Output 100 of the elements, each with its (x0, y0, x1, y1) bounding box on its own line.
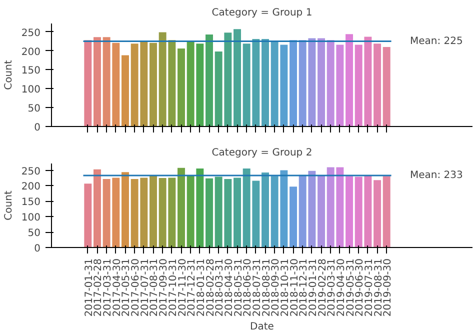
y-tick-label: 200 (21, 46, 41, 58)
bar (290, 186, 298, 248)
x-tick-label: 2017-11-30 (177, 258, 188, 317)
x-tick-label: 2019-07-31 (364, 258, 375, 317)
y-tick-label: 200 (21, 182, 41, 193)
ref-line-label: Mean: 225 (410, 36, 463, 47)
ref-line-label: Mean: 233 (410, 170, 463, 182)
y-tick-label: 150 (21, 197, 41, 208)
bar (354, 44, 362, 126)
bar (354, 176, 362, 248)
x-tick-label: 2018-09-30 (270, 258, 282, 317)
x-tick-label: 2018-12-31 (298, 258, 310, 317)
bar (168, 40, 176, 126)
y-tick-label: 100 (21, 212, 41, 224)
y-tick-label: 100 (21, 84, 41, 96)
bar (206, 34, 213, 126)
x-tick-label: 2017-03-31 (102, 258, 114, 317)
x-tick-label: 2017-10-31 (168, 258, 179, 317)
y-tick-label: 50 (28, 228, 41, 240)
bar (186, 40, 194, 126)
x-tick-label: 2018-03-31 (214, 258, 226, 317)
bar (326, 167, 334, 248)
y-axis-title: Count (3, 60, 14, 90)
bar (308, 170, 316, 248)
bar (140, 178, 148, 248)
x-tick-label: 2018-07-31 (252, 258, 263, 317)
bar (150, 175, 157, 248)
x-tick-label: 2017-04-30 (112, 258, 123, 317)
bar (382, 46, 390, 126)
x-tick-label: 2018-01-31 (196, 258, 207, 317)
x-tick-label: 2018-08-31 (261, 258, 272, 317)
x-tick-label: 2017-08-31 (149, 258, 160, 317)
y-tick-label: 150 (21, 66, 41, 77)
bar (382, 176, 390, 248)
bar (318, 38, 326, 126)
bar (158, 178, 166, 248)
bar (336, 167, 344, 248)
bar (214, 52, 222, 126)
bar (298, 40, 306, 126)
bar (346, 176, 354, 248)
bar (94, 169, 101, 248)
bar (280, 170, 288, 248)
bar (112, 178, 120, 248)
x-tick-label: 2017-06-30 (130, 258, 142, 317)
bar (178, 168, 185, 248)
bar (280, 44, 288, 126)
x-tick-label: 2017-01-31 (84, 258, 95, 317)
chart-title: Category = Group 2 (212, 148, 312, 158)
bar (214, 176, 222, 248)
bar (196, 44, 204, 126)
y-axis-title: Count (3, 190, 14, 220)
bar (122, 172, 129, 248)
x-tick-label: 2018-05-31 (233, 258, 244, 317)
y-tick-label: 50 (28, 104, 41, 115)
y-tick-label: 250 (21, 166, 41, 178)
bar (224, 178, 232, 248)
bar (130, 44, 138, 126)
bar (308, 38, 316, 126)
x-tick-label: 2018-11-30 (289, 258, 300, 317)
x-tick-label: 2019-08-31 (373, 258, 384, 317)
y-tick-label: 250 (21, 28, 41, 39)
bar (196, 168, 204, 248)
bar (158, 32, 166, 126)
x-tick-label: 2018-04-30 (224, 258, 235, 317)
x-tick-label: 2017-09-30 (158, 258, 170, 317)
x-tick-label: 2017-02-28 (93, 258, 104, 317)
bar (84, 40, 92, 126)
bar (122, 55, 129, 126)
chart-title: Category = Group 1 (212, 8, 312, 18)
y-tick-label: 0 (34, 122, 41, 134)
x-tick-label: 2017-07-31 (140, 258, 151, 317)
bar (270, 176, 278, 248)
bar (102, 178, 110, 248)
bar (234, 29, 241, 126)
x-tick-label: 2019-06-30 (354, 258, 366, 317)
bar (102, 37, 110, 126)
x-tick-label: 2017-05-31 (121, 258, 132, 317)
bar (130, 178, 138, 248)
bar (168, 178, 176, 248)
bar (346, 34, 354, 126)
bar (262, 39, 269, 126)
bar (262, 172, 269, 248)
x-axis-title: Date (250, 322, 274, 333)
bar (224, 32, 232, 126)
bar (336, 44, 344, 126)
bar (270, 42, 278, 126)
bar (150, 42, 157, 126)
x-tick-label: 2018-10-31 (280, 258, 291, 317)
bar (112, 42, 120, 126)
x-tick-label: 2018-06-30 (242, 258, 254, 317)
bar (206, 178, 213, 248)
x-tick-label: 2019-03-31 (326, 258, 338, 317)
x-tick-label: 2019-04-30 (336, 258, 347, 317)
bar (94, 37, 101, 126)
bar (326, 40, 334, 126)
bar (318, 175, 326, 248)
bar (374, 180, 382, 248)
bar (374, 44, 382, 126)
bar (84, 184, 92, 248)
x-tick-label: 2019-01-31 (308, 258, 319, 317)
